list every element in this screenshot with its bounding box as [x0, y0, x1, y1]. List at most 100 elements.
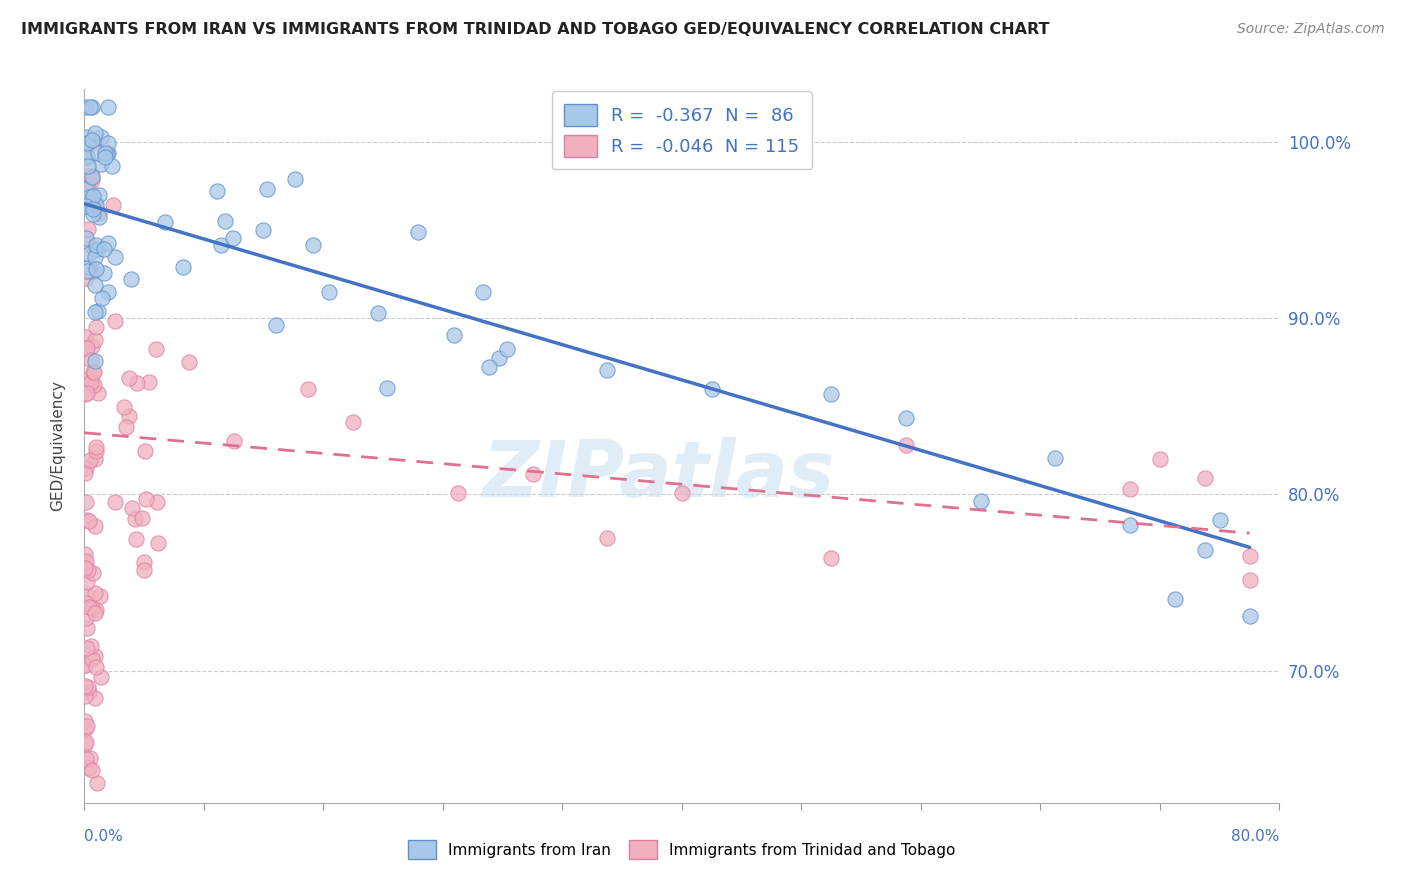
- Point: [76, 341, 98, 355]
- Point: [222, 231, 245, 245]
- Point: [76, 264, 98, 278]
- Point: [83, 691, 105, 706]
- Point: [87, 188, 110, 202]
- Point: [80, 375, 103, 389]
- Point: [76, 191, 98, 205]
- Point: [125, 532, 148, 546]
- Point: [97, 235, 120, 250]
- Point: [75, 734, 97, 748]
- Point: [75, 341, 97, 355]
- Point: [252, 222, 274, 236]
- Point: [79, 751, 101, 765]
- Point: [77, 237, 100, 252]
- Point: [132, 555, 155, 569]
- Point: [75, 752, 97, 766]
- Point: [73, 657, 96, 672]
- Point: [79, 371, 101, 385]
- Point: [76, 719, 98, 733]
- Point: [80, 100, 103, 114]
- Point: [472, 285, 495, 299]
- Point: [342, 415, 364, 429]
- Point: [138, 376, 160, 390]
- Point: [406, 225, 429, 239]
- Point: [894, 438, 917, 452]
- Point: [104, 250, 127, 264]
- Point: [118, 409, 141, 423]
- Text: 0.0%: 0.0%: [84, 830, 124, 844]
- Point: [172, 260, 194, 275]
- Point: [86, 238, 108, 252]
- Point: [87, 146, 110, 161]
- Point: [83, 244, 105, 258]
- Point: [84, 305, 107, 319]
- Point: [443, 327, 465, 342]
- Point: [82, 207, 104, 221]
- Point: [76, 186, 98, 200]
- Point: [73, 658, 96, 673]
- Point: [97, 285, 120, 300]
- Point: [222, 434, 245, 448]
- Point: [84, 333, 107, 347]
- Point: [83, 451, 105, 466]
- Point: [87, 385, 110, 400]
- Point: [76, 640, 98, 655]
- Point: [76, 681, 98, 695]
- Point: [75, 722, 97, 736]
- Point: [135, 491, 157, 506]
- Point: [84, 250, 107, 264]
- Point: [1194, 543, 1216, 558]
- Point: [73, 386, 96, 401]
- Point: [84, 602, 107, 616]
- Point: [83, 127, 105, 141]
- Point: [80, 169, 103, 184]
- Point: [496, 342, 519, 356]
- Point: [134, 563, 156, 577]
- Point: [84, 319, 107, 334]
- Point: [77, 222, 100, 236]
- Point: [97, 146, 120, 161]
- Point: [93, 267, 115, 281]
- Point: [76, 385, 98, 400]
- Point: [91, 291, 114, 305]
- Point: [284, 172, 307, 186]
- Point: [83, 378, 105, 392]
- Point: [73, 466, 96, 480]
- Point: [80, 169, 103, 184]
- Point: [73, 714, 96, 728]
- Point: [86, 242, 108, 256]
- Point: [75, 271, 97, 285]
- Point: [77, 514, 100, 528]
- Point: [75, 195, 97, 210]
- Point: [84, 440, 107, 454]
- Point: [82, 189, 104, 203]
- Point: [131, 510, 153, 524]
- Point: [209, 237, 232, 252]
- Point: [82, 600, 104, 615]
- Point: [522, 467, 544, 482]
- Point: [1209, 513, 1232, 527]
- Point: [120, 272, 142, 286]
- Point: [75, 547, 97, 561]
- Point: [478, 359, 501, 374]
- Point: [84, 354, 107, 368]
- Point: [76, 574, 98, 589]
- Point: [1239, 609, 1261, 624]
- Point: [73, 690, 96, 704]
- Point: [93, 242, 115, 256]
- Point: [75, 596, 97, 610]
- Point: [75, 554, 97, 568]
- Point: [89, 210, 111, 224]
- Point: [84, 196, 107, 211]
- Point: [148, 535, 170, 549]
- Point: [1149, 451, 1171, 466]
- Point: [124, 512, 146, 526]
- Point: [76, 136, 98, 151]
- Point: [104, 494, 127, 508]
- Point: [101, 198, 124, 212]
- Point: [75, 151, 97, 165]
- Point: [90, 157, 112, 171]
- Point: [214, 214, 236, 228]
- Point: [84, 277, 107, 292]
- Point: [256, 181, 278, 195]
- Point: [100, 159, 122, 173]
